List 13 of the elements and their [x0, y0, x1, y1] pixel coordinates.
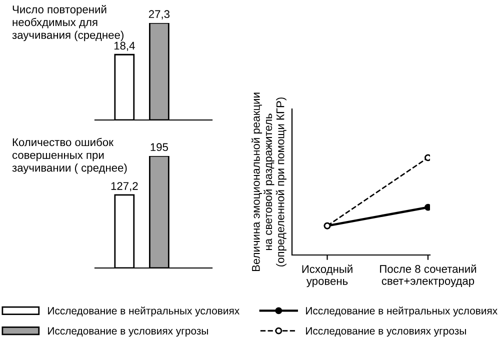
- data-label: 27,3: [148, 10, 170, 20]
- data-label: 18,4: [114, 42, 135, 51]
- x-tick-label: Исходный уровень: [302, 264, 352, 288]
- data-label: 127,2: [111, 182, 138, 192]
- x-tick-label: После 8 сочетаний свет+электроудар: [380, 264, 476, 288]
- legend-label: Исследование в нейтральных условиях: [48, 306, 240, 316]
- chart-title: Количество ошибок совершенных при заучивании ( среднее): [12, 138, 127, 174]
- chart-title: Число повторений необхдимых для заучивания (среднее): [12, 5, 124, 42]
- legend-label: Исследование в нейтральных условиях: [306, 306, 498, 316]
- y-axis-title: Величина эмоциональной реакции на световой раздражитель (определенной при помощи КГР): [251, 92, 286, 272]
- legend-label: Исследование в условиях угрозы: [48, 327, 208, 337]
- legend-label: Исследование в условиях угрозы: [306, 327, 466, 337]
- data-label: 195: [150, 143, 168, 152]
